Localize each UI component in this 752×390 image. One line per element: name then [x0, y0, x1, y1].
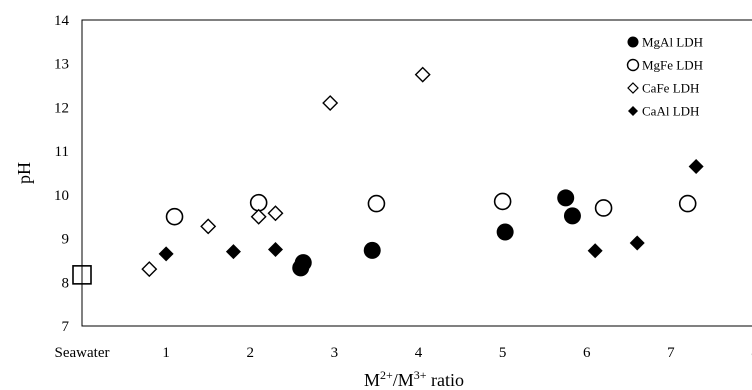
data-point-mgal-ldh [557, 189, 575, 207]
y-axis-label: pH [14, 162, 34, 184]
y-axis-ticks: 7 8 9 10 11 12 13 14 [54, 13, 70, 335]
legend-label: CaFe LDH [642, 81, 699, 96]
data-point-cafe-ldh [141, 261, 158, 278]
data-point-mgal-ldh [294, 254, 312, 272]
data-point-cafe-ldh [200, 218, 217, 235]
data-point-caal-ldh [629, 235, 645, 251]
y-tick-label: 11 [55, 144, 69, 160]
data-point-mgfe-ldh [367, 194, 386, 213]
data-point-caal-ldh [688, 158, 704, 174]
data-points [72, 66, 704, 285]
data-point-mgal-ldh [496, 223, 514, 241]
data-point-mgal-ldh [563, 207, 581, 225]
data-point-mgfe-ldh [493, 192, 512, 211]
legend-label: MgAl LDH [642, 35, 703, 50]
y-tick-label: 12 [54, 100, 69, 116]
x-tick-label: 5 [499, 345, 507, 361]
legend-marker-caal-ldh [628, 106, 638, 116]
legend-marker-mgfe-ldh [626, 58, 640, 72]
data-point-cafe-ldh [322, 95, 339, 112]
x-tick-label: 1 [162, 345, 170, 361]
data-point-caal-ldh [587, 243, 603, 259]
legend-entry: MgAl LDH [627, 35, 703, 50]
x-label-rest: ratio [427, 370, 465, 390]
y-tick-label: 7 [62, 319, 70, 335]
data-point-mgfe-ldh [594, 199, 613, 217]
x-label-base-1: M [364, 370, 380, 390]
x-tick-label: 3 [331, 345, 339, 361]
x-label-sup-1: 2+ [380, 368, 393, 382]
data-point-caal-ldh [225, 244, 241, 260]
legend-label: MgFe LDH [642, 58, 703, 73]
data-point-cafe-ldh [267, 205, 284, 222]
y-tick-label: 8 [62, 275, 70, 291]
data-point-mgfe-ldh [165, 207, 184, 226]
legend-entry: MgFe LDH [626, 58, 703, 73]
y-tick-label: 13 [54, 57, 69, 73]
data-point-mgfe-ldh [678, 194, 697, 213]
y-tick-label: 9 [62, 232, 70, 248]
x-tick-label: 2 [247, 345, 255, 361]
x-tick-label: Seawater [55, 345, 110, 361]
legend-entry: CaFe LDH [627, 81, 699, 96]
x-axis-label: M2+/M3+ ratio [364, 368, 464, 390]
data-point-caal-ldh [158, 246, 174, 262]
legend-marker-mgal-ldh [627, 36, 639, 48]
legend-label: CaAl LDH [642, 104, 699, 119]
x-label-sup-2: 3+ [414, 368, 427, 382]
y-tick-label: 14 [54, 13, 70, 29]
data-point-cafe-ldh [250, 208, 267, 225]
data-point-mgfe-ldh [249, 193, 268, 212]
data-point-mgal-ldh [363, 241, 381, 259]
x-label-slash: /M [393, 370, 414, 390]
legend: MgAl LDH MgFe LDH CaFe LDH CaAl LDH [626, 35, 703, 119]
x-axis-ticks: Seawater12345678 [55, 345, 752, 361]
y-tick-label: 10 [54, 188, 69, 204]
legend-entry: CaAl LDH [628, 104, 699, 119]
x-tick-label: 6 [583, 345, 591, 361]
data-point-caal-ldh [267, 242, 283, 257]
data-point-cafe-ldh [414, 66, 431, 83]
x-tick-label: 4 [415, 345, 423, 361]
legend-marker-cafe-ldh [627, 82, 639, 94]
plot-area-frame [81, 19, 752, 327]
x-tick-label: 7 [667, 345, 675, 361]
